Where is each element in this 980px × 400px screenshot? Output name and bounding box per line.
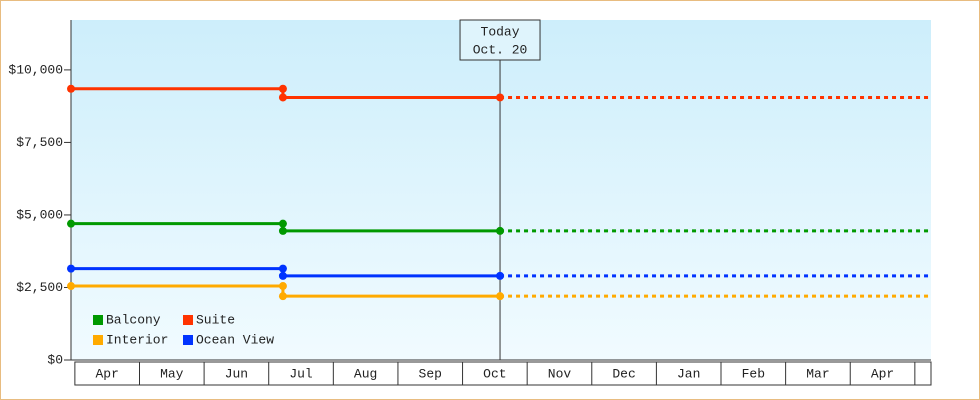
- x-tick-label: Apr: [95, 366, 118, 381]
- legend-label: Suite: [196, 312, 235, 327]
- x-tick-label: Nov: [548, 366, 572, 381]
- point: [278, 292, 287, 301]
- today-label: Oct. 20: [473, 42, 528, 57]
- legend-swatch: [183, 335, 193, 345]
- y-tick-label: $2,500: [16, 280, 63, 295]
- legend-swatch: [93, 315, 103, 325]
- y-tick-label: $10,000: [8, 62, 63, 77]
- point: [67, 282, 75, 291]
- legend-label: Interior: [106, 332, 168, 347]
- x-tick-label: Apr: [871, 366, 894, 381]
- today-label: Today: [481, 24, 520, 39]
- x-tick-label: Mar: [806, 366, 829, 381]
- x-tick-label: May: [160, 366, 184, 381]
- x-tick-label: Dec: [612, 366, 635, 381]
- x-axis-box: [74, 361, 932, 386]
- point: [496, 93, 505, 102]
- point: [278, 219, 287, 228]
- x-tick-label: Feb: [742, 366, 765, 381]
- legend-label: Balcony: [106, 312, 161, 327]
- point: [278, 271, 287, 280]
- point: [496, 226, 505, 235]
- point: [278, 264, 287, 273]
- legend-label: Ocean View: [196, 332, 274, 347]
- point: [67, 264, 75, 273]
- y-tick-label: $0: [47, 352, 63, 367]
- point: [496, 292, 505, 301]
- y-tick-label: $7,500: [16, 135, 63, 150]
- line-solid: [71, 87, 501, 99]
- point: [278, 93, 287, 102]
- legend-swatch: [93, 335, 103, 345]
- x-tick-label: Jun: [225, 366, 248, 381]
- legend-swatch: [183, 315, 193, 325]
- x-tick-label: Aug: [354, 366, 377, 381]
- point: [278, 226, 287, 235]
- x-tick-label: Jan: [677, 366, 700, 381]
- plot-area: [71, 20, 931, 360]
- point: [278, 282, 287, 291]
- x-tick-label: Sep: [419, 366, 442, 381]
- x-tick-label: Oct: [483, 366, 506, 381]
- point: [67, 219, 75, 228]
- point: [496, 271, 505, 280]
- y-tick-label: $5,000: [16, 207, 63, 222]
- today-box: [459, 19, 541, 61]
- point: [278, 84, 287, 93]
- point: [67, 84, 75, 93]
- x-tick-label: Jul: [289, 366, 313, 381]
- line-solid: [71, 284, 501, 298]
